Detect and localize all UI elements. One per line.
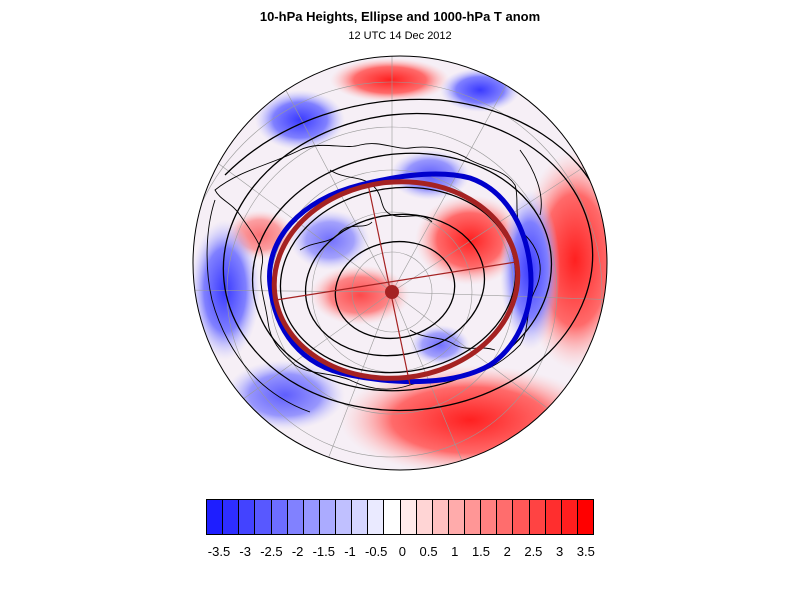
colorbar-swatch: [497, 500, 514, 534]
fitted-ellipse: [271, 179, 521, 381]
colorbar-swatch: [223, 500, 240, 534]
ellipse-center-marker: [385, 285, 399, 299]
colorbar-tick-label: -2.5: [260, 544, 283, 559]
colorbar-swatch: [561, 500, 578, 534]
chart-title: 10-hPa Heights, Ellipse and 1000-hPa T a…: [259, 9, 541, 24]
colorbar: [206, 499, 594, 535]
colorbar-tick-label: 0.5: [419, 544, 438, 559]
colorbar-swatch: [529, 500, 546, 534]
colorbar-tick-label: -1.5: [312, 544, 335, 559]
colorbar-tick-label: 2.5: [524, 544, 543, 559]
cold-anomaly-north: [440, 68, 520, 112]
colorbar-swatch: [384, 500, 401, 534]
colorbar-tick-label: 3.5: [576, 544, 595, 559]
colorbar-swatch: [368, 500, 385, 534]
colorbar-tick-label: -2: [291, 544, 304, 559]
chart-subtitle: 12 UTC 14 Dec 2012: [348, 30, 452, 42]
colorbar-swatch: [465, 500, 482, 534]
colorbar-tick-label: -1: [344, 544, 356, 559]
colorbar-swatch: [336, 500, 353, 534]
colorbar-swatch: [577, 500, 593, 534]
colorbar-labels: -3.5 -3 -2.5 -2 -1.5 -1 -0.5 0 0.5 1 1.5 2 2.5 3 3.5: [0, 544, 800, 564]
colorbar-swatch: [513, 500, 530, 534]
colorbar-swatch: [400, 500, 417, 534]
polar-map: [192, 55, 608, 471]
warm-anomaly-center: [415, 195, 525, 285]
colorbar-swatch: [239, 500, 256, 534]
colorbar-tick-label: -0.5: [364, 544, 388, 559]
colorbar-swatch: [255, 500, 272, 534]
colorbar-tick-label: 1.5: [471, 544, 491, 559]
height-contours: [222, 98, 601, 412]
colorbar-tick-label: 2: [503, 544, 511, 559]
warm-anomaly-north: [330, 58, 450, 102]
colorbar-swatch: [352, 500, 369, 534]
colorbar-tick-label: -3: [239, 544, 251, 559]
colorbar-swatch: [448, 500, 465, 534]
ellipse-minor-axis: [367, 183, 411, 386]
map-globe: [193, 56, 607, 470]
colorbar-swatch: [545, 500, 562, 534]
colorbar-tick-label: 1: [451, 544, 459, 559]
colorbar-swatch: [416, 500, 433, 534]
colorbar-swatch: [481, 500, 498, 534]
cold-anomaly-southcenter: [410, 325, 470, 365]
ellipse-major-axis: [275, 261, 517, 301]
fitted-ellipse-group: [271, 179, 521, 386]
colorbar-tick-label: 3: [555, 544, 564, 559]
globe-outline: [192, 55, 608, 471]
colorbar-swatch: [287, 500, 304, 534]
colorbar-tick-label: 0: [398, 544, 406, 559]
colorbar-tick-label: -3.5: [207, 544, 231, 559]
colorbar-swatch: [207, 500, 224, 534]
colorbar-swatch: [432, 500, 449, 534]
colorbar-swatch: [319, 500, 336, 534]
coastlines: [206, 143, 542, 413]
colorbar-swatch: [271, 500, 288, 534]
colorbar-swatch: [303, 500, 320, 534]
